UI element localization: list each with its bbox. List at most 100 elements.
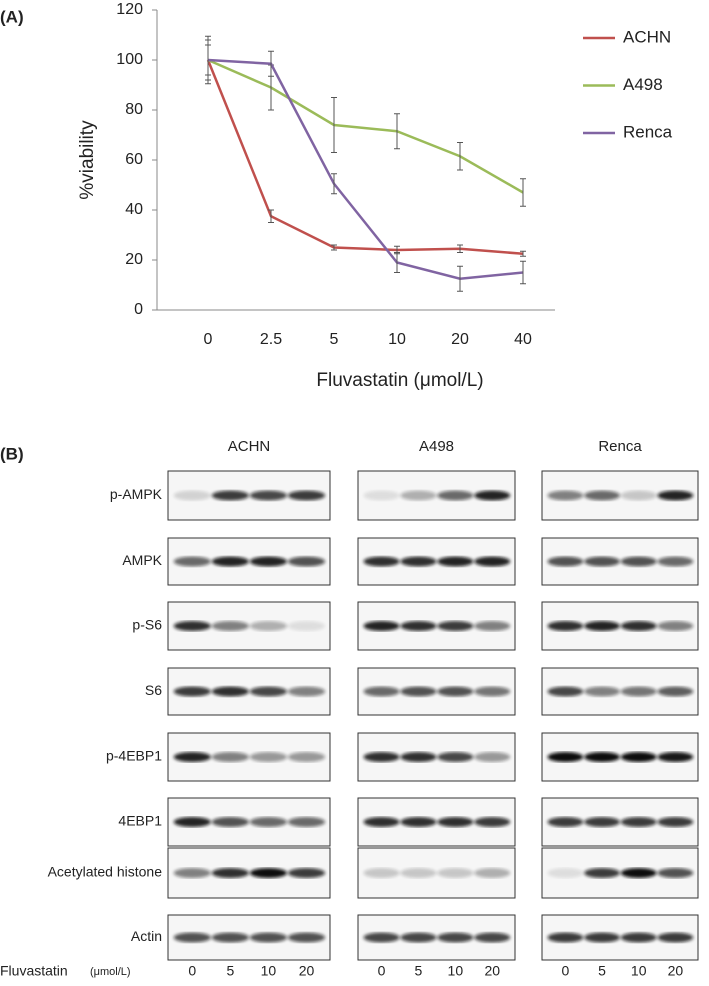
blot-band — [437, 868, 474, 878]
blot-band — [547, 932, 584, 943]
blot-band — [547, 817, 584, 827]
dose-label: 20 — [299, 963, 315, 979]
blot-band — [211, 686, 249, 697]
dose-label: 10 — [261, 963, 277, 979]
blot-band — [474, 621, 511, 631]
blot-band — [173, 686, 211, 697]
y-tick-label: 40 — [125, 201, 143, 218]
blot-band — [400, 686, 437, 697]
error-bar — [394, 252, 400, 273]
dose-label: 10 — [448, 963, 464, 979]
blot-band — [657, 752, 694, 762]
blot-band — [400, 621, 437, 631]
error-bar — [520, 178, 526, 207]
error-bar — [205, 35, 211, 85]
protein-label: 4EBP1 — [118, 813, 162, 829]
blot-band — [474, 752, 511, 762]
blot-band — [657, 556, 694, 567]
series-line — [206, 59, 524, 255]
blot-band — [211, 490, 249, 501]
blot-band — [657, 686, 694, 697]
x-tick-label: 40 — [514, 331, 532, 348]
blot-band — [363, 686, 400, 697]
panel-label: (A) — [0, 7, 24, 26]
blot-band — [400, 752, 437, 762]
dose-label: 0 — [562, 963, 570, 979]
blot-band — [547, 686, 584, 697]
x-axis-label: Fluvastatin (μmol/L) — [316, 370, 483, 391]
blot-band — [474, 868, 511, 878]
y-tick-label: 120 — [116, 1, 143, 18]
dose-label: 5 — [226, 963, 234, 979]
blot-band — [620, 686, 657, 697]
cell-line-label: Renca — [598, 438, 642, 455]
series-line — [207, 58, 524, 281]
x-tick-label: 5 — [330, 331, 339, 348]
blot-band — [584, 932, 620, 943]
protein-label: AMPK — [122, 552, 162, 568]
blot-band — [620, 817, 657, 827]
x-tick-label: 10 — [388, 331, 406, 348]
protein-label: p-4EBP1 — [106, 748, 162, 764]
blot-band — [474, 817, 511, 827]
blot-band — [363, 621, 400, 631]
blot-band — [287, 621, 326, 631]
y-tick-label: 0 — [134, 301, 143, 318]
blot-band — [400, 490, 437, 501]
blot-band — [547, 490, 584, 501]
blot-band — [620, 752, 657, 762]
blot-band — [287, 932, 326, 943]
dose-label: 5 — [598, 963, 606, 979]
blot-band — [547, 868, 584, 878]
blot-band — [584, 686, 620, 697]
blot-band — [249, 752, 288, 762]
error-bar — [268, 209, 274, 223]
error-bar — [520, 260, 526, 285]
error-bar — [520, 250, 526, 257]
dose-label: 20 — [668, 963, 684, 979]
blot-band — [173, 490, 211, 501]
blot-band — [287, 752, 326, 762]
error-bar — [394, 113, 400, 150]
panel-label: (B) — [0, 444, 24, 463]
y-tick-label: 100 — [116, 51, 143, 68]
blot-band — [363, 868, 400, 878]
blot-band — [173, 932, 211, 943]
blot-band — [173, 868, 211, 878]
blot-band — [657, 817, 694, 827]
blot-band — [584, 752, 620, 762]
blot-band — [211, 868, 249, 878]
blot-band — [474, 490, 511, 501]
protein-label: S6 — [145, 682, 162, 698]
dose-label: 0 — [188, 963, 196, 979]
dose-label: 0 — [378, 963, 386, 979]
blot-band — [287, 686, 326, 697]
blot-band — [437, 686, 474, 697]
blot-band — [620, 621, 657, 631]
blot-band — [474, 686, 511, 697]
dose-label: 10 — [631, 963, 647, 979]
legend-label: ACHN — [623, 27, 671, 46]
blot-band — [437, 556, 474, 567]
x-tick-label: 20 — [451, 331, 469, 348]
blot-band — [584, 868, 620, 878]
dose-label: 5 — [415, 963, 423, 979]
blot-band — [474, 556, 511, 567]
blot-band — [249, 621, 288, 631]
blot-band — [249, 490, 288, 501]
y-tick-label: 60 — [125, 151, 143, 168]
blot-band — [363, 932, 400, 943]
legend-label: Renca — [623, 122, 673, 141]
blot-band — [620, 556, 657, 567]
blot-band — [620, 868, 657, 878]
y-tick-label: 20 — [125, 251, 143, 268]
blot-band — [363, 556, 400, 567]
protein-label: p-S6 — [132, 617, 162, 633]
blot-band — [474, 932, 511, 943]
blot-band — [584, 817, 620, 827]
blot-band — [547, 752, 584, 762]
blot-band — [657, 932, 694, 943]
blot-band — [584, 556, 620, 567]
y-tick-label: 80 — [125, 101, 143, 118]
blot-band — [173, 817, 211, 827]
